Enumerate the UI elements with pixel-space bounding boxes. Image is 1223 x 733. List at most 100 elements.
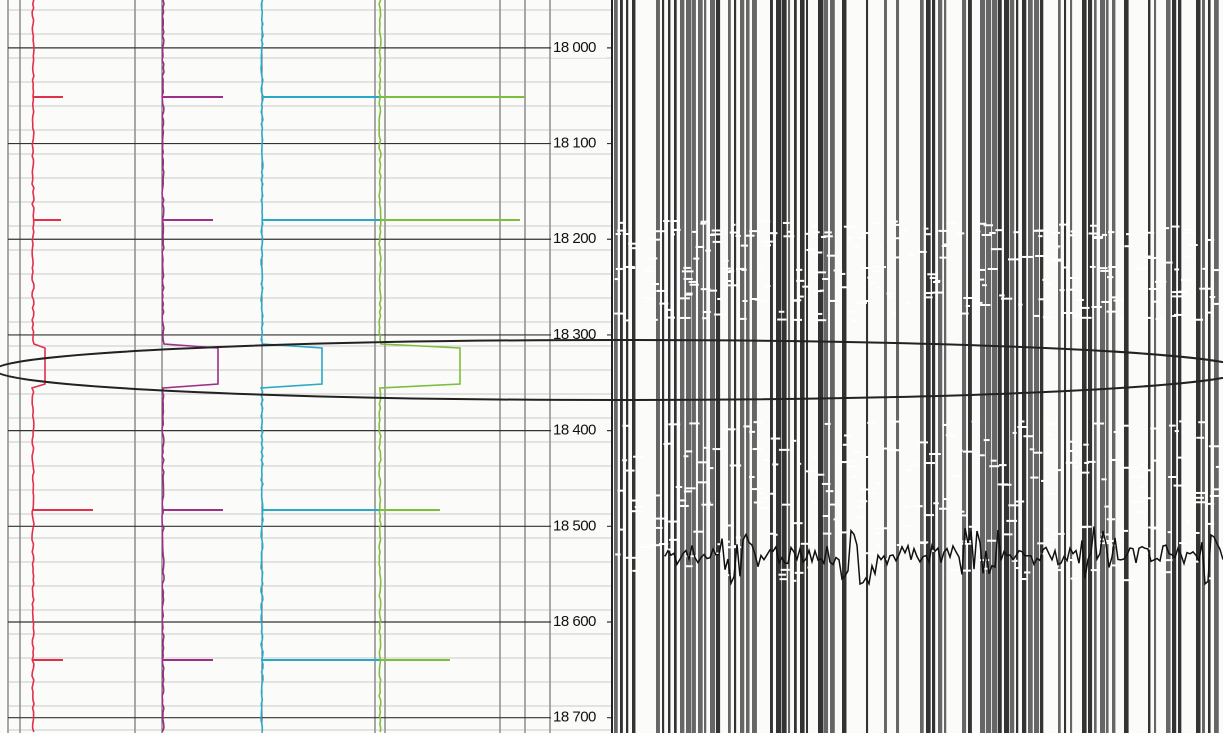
seismic-noise: [926, 292, 933, 294]
seismic-stripe: [1100, 0, 1105, 733]
seismic-stripe: [926, 0, 931, 733]
seismic-noise: [693, 258, 699, 260]
seismic-noise: [1194, 497, 1204, 499]
seismic-noise: [1058, 569, 1062, 571]
seismic-noise: [1017, 426, 1027, 428]
seismic-noise: [797, 463, 801, 465]
seismic-noise: [1101, 301, 1109, 303]
seismic-noise: [1037, 542, 1045, 544]
seismic-noise: [797, 296, 804, 298]
seismic-noise: [628, 243, 637, 245]
seismic-noise: [980, 279, 984, 281]
seismic-noise: [896, 224, 902, 226]
seismic-noise: [876, 482, 880, 484]
seismic-noise: [1155, 281, 1166, 283]
seismic-noise: [930, 277, 936, 279]
seismic-noise: [1194, 532, 1200, 534]
seismic-noise: [743, 425, 751, 427]
seismic-noise: [791, 440, 796, 442]
seismic-stripe: [1064, 0, 1066, 733]
seismic-noise: [849, 460, 855, 462]
seismic-noise: [758, 220, 770, 222]
seismic-noise: [770, 493, 776, 495]
seismic-noise: [865, 552, 875, 554]
seismic-noise: [826, 490, 834, 492]
seismic-noise: [984, 439, 990, 441]
seismic-noise: [808, 248, 815, 250]
seismic-noise: [991, 460, 997, 462]
seismic-noise: [1090, 225, 1098, 227]
seismic-noise: [1013, 432, 1017, 434]
seismic-noise: [969, 526, 977, 528]
seismic-noise: [924, 462, 935, 464]
seismic-noise: [779, 449, 790, 451]
seismic-noise: [1066, 289, 1075, 291]
seismic-noise: [987, 540, 996, 542]
seismic-noise: [1117, 427, 1124, 429]
seismic-noise: [1141, 464, 1148, 466]
seismic-noise: [926, 296, 933, 298]
seismic-noise: [759, 492, 764, 494]
seismic-noise: [696, 246, 705, 248]
seismic-noise: [1172, 226, 1180, 228]
seismic-noise: [999, 294, 1004, 296]
seismic-noise: [1038, 298, 1044, 300]
seismic-noise: [1107, 276, 1113, 278]
page: 18 00018 10018 20018 30018 40018 50018 6…: [0, 0, 1223, 733]
seismic-noise: [640, 546, 652, 548]
seismic-noise: [869, 282, 875, 284]
seismic-noise: [901, 492, 905, 494]
seismic-noise: [1139, 486, 1146, 488]
seismic-noise: [772, 463, 778, 465]
seismic-noise: [982, 234, 992, 236]
seismic-noise: [1047, 433, 1051, 435]
seismic-noise: [1163, 262, 1173, 264]
seismic-noise: [897, 544, 909, 546]
seismic-noise: [683, 267, 691, 269]
seismic-noise: [1024, 571, 1030, 573]
seismic-noise: [1143, 497, 1152, 499]
seismic-noise: [778, 574, 786, 576]
seismic-noise: [873, 532, 883, 534]
seismic-noise: [1070, 230, 1074, 232]
seismic-stripe: [770, 0, 773, 733]
seismic-noise: [847, 465, 858, 467]
seismic-noise: [857, 516, 864, 518]
seismic-noise: [1053, 533, 1065, 535]
seismic-noise: [957, 232, 964, 234]
seismic-noise: [649, 257, 657, 259]
seismic-noise: [792, 299, 801, 301]
seismic-noise: [859, 237, 866, 239]
seismic-noise: [1099, 542, 1109, 544]
seismic-stripe: [656, 0, 660, 733]
seismic-noise: [1090, 266, 1096, 268]
seismic-noise: [1126, 233, 1132, 235]
seismic-noise: [829, 504, 837, 506]
seismic-stripe: [1034, 0, 1039, 733]
seismic-noise: [874, 564, 882, 566]
seismic-noise: [909, 465, 914, 467]
seismic-noise: [1119, 530, 1128, 532]
seismic-noise: [984, 224, 993, 226]
seismic-noise: [919, 251, 927, 253]
seismic-noise: [616, 233, 621, 235]
seismic-noise: [1205, 239, 1214, 241]
seismic-noise: [1102, 234, 1107, 236]
seismic-noise: [1068, 277, 1079, 279]
seismic-noise: [929, 453, 941, 455]
seismic-noise: [1002, 533, 1012, 535]
seismic-noise: [1169, 425, 1176, 427]
seismic-noise: [1091, 569, 1100, 571]
seismic-noise: [857, 506, 862, 508]
seismic-noise: [680, 297, 690, 299]
seismic-stripe: [866, 0, 868, 733]
seismic-noise: [669, 539, 679, 541]
seismic-stripe: [1058, 0, 1061, 733]
seismic-noise: [642, 297, 650, 299]
seismic-stripe: [782, 0, 787, 733]
seismic-noise: [976, 231, 981, 233]
seismic-noise: [938, 230, 948, 232]
seismic-noise: [902, 525, 910, 527]
seismic-noise: [766, 244, 771, 246]
seismic-noise: [878, 246, 882, 248]
